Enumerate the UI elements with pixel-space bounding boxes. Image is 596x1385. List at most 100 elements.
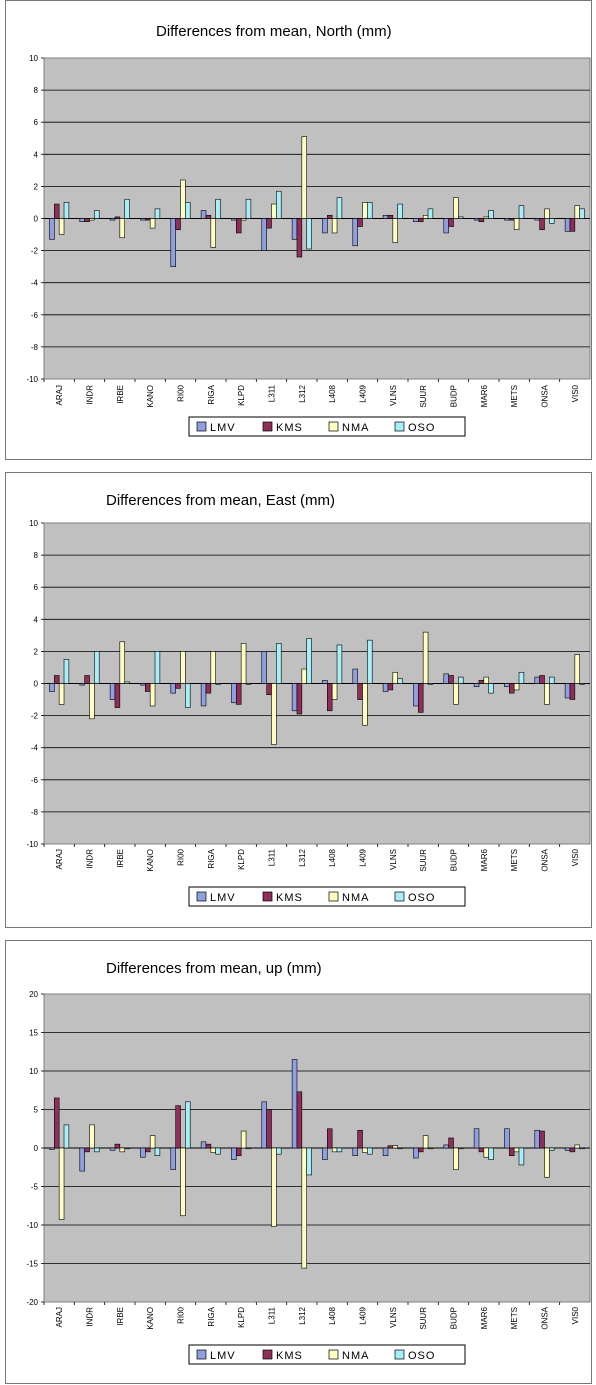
east-bar-kms [114, 683, 121, 708]
up-legend-label-lmv: LMV [210, 1350, 236, 1362]
east-category-label: SUUR [419, 849, 428, 872]
north-chart-panel: Differences from mean, North (mm) 10 8 6 4 2 0… [5, 0, 592, 460]
east-category-label: MAR6 [480, 848, 489, 871]
east-bar-nma [544, 683, 550, 705]
north-bar-lmv [534, 218, 540, 221]
north-bar-oso [579, 208, 585, 219]
up-bar-lmv [170, 1147, 176, 1170]
north-category-label: RIGA [207, 384, 216, 404]
up-bar-lmv [534, 1129, 540, 1149]
up-bar-kms [236, 1147, 242, 1156]
north-bar-lmv [291, 218, 298, 240]
up-bar-oso [488, 1147, 494, 1160]
up-bar-oso [185, 1101, 191, 1149]
up-legend: LMV KMS NMA OSO [188, 1344, 466, 1365]
east-y-tick-label: 4 [34, 615, 39, 624]
east-category-label: METS [510, 849, 519, 871]
north-bar-kms [175, 218, 181, 231]
up-bar-oso [397, 1147, 403, 1150]
up-bar-nma [513, 1147, 520, 1153]
east-category-label: VIS0 [571, 848, 580, 866]
north-y-tick-label: 6 [34, 118, 39, 127]
up-category-label: INDR [86, 1307, 95, 1327]
north-y-tick-label: -2 [31, 247, 39, 256]
up-category-label: ONSA [541, 1306, 550, 1329]
north-category-label: ARAJ [55, 385, 64, 405]
east-bar-oso [276, 643, 282, 684]
east-bar-nma [210, 651, 216, 684]
north-category-label: VLNS [389, 385, 398, 406]
up-category-label: BUDP [450, 1307, 459, 1329]
north-bar-lmv [140, 218, 146, 221]
north-category-label: KLPD [237, 385, 246, 406]
north-category-label: METS [510, 385, 519, 407]
north-bar-kms [296, 218, 303, 258]
north-bar-oso [185, 202, 191, 219]
up-category-label: VLNS [389, 1307, 398, 1328]
up-bar-oso [276, 1147, 282, 1155]
north-bar-nma [574, 205, 580, 219]
north-bar-kms [569, 218, 576, 232]
east-bar-lmv [564, 683, 571, 699]
east-bar-nma [180, 651, 186, 684]
up-bar-nma [392, 1145, 398, 1149]
up-category-label: L409 [359, 1306, 368, 1324]
north-bar-nma [271, 203, 277, 219]
north-bar-oso [397, 203, 403, 219]
north-bar-kms [448, 218, 454, 227]
north-bar-oso [245, 198, 252, 219]
east-bar-kms [478, 679, 485, 684]
east-bar-lmv [413, 683, 419, 707]
east-category-label: RIGA [207, 848, 216, 868]
east-bar-oso [488, 683, 494, 694]
north-bar-lmv [564, 218, 571, 232]
east-category-label: ARAJ [55, 849, 64, 869]
north-bar-kms [418, 218, 424, 223]
east-bar-kms [569, 683, 576, 700]
up-bar-kms [175, 1105, 181, 1149]
up-bar-lmv [504, 1128, 510, 1149]
east-bar-nma [271, 683, 277, 745]
north-bar-nma [513, 218, 520, 231]
north-bar-nma [544, 208, 550, 219]
up-y-tick-label: -5 [31, 1183, 39, 1192]
up-bar-nma [210, 1147, 216, 1153]
up-bar-kms [84, 1147, 90, 1153]
north-bar-lmv [443, 218, 449, 234]
east-bar-nma [58, 683, 65, 705]
up-y-tick-label: 15 [29, 1029, 38, 1038]
east-bar-nma [422, 631, 429, 684]
up-legend-swatch-oso [394, 1349, 405, 1360]
north-bar-lmv [79, 218, 85, 223]
up-bar-lmv [291, 1059, 298, 1149]
east-y-tick-label: 10 [29, 519, 38, 528]
up-bar-kms [327, 1128, 333, 1149]
east-bar-oso [458, 676, 464, 684]
north-category-label: ONSA [541, 384, 550, 407]
up-bar-lmv [322, 1147, 328, 1160]
up-bar-nma [149, 1135, 156, 1149]
up-bar-oso [427, 1147, 434, 1150]
east-category-label: L312 [298, 848, 307, 866]
up-bar-nma [453, 1147, 459, 1170]
up-bar-nma [331, 1147, 338, 1153]
east-bar-kms [327, 683, 333, 712]
up-y-tick-label: -15 [26, 1260, 38, 1269]
east-category-label: L408 [328, 848, 337, 866]
up-bar-oso [518, 1147, 525, 1166]
east-bar-lmv [473, 683, 480, 688]
east-category-label: VLNS [389, 849, 398, 870]
up-bar-kms [266, 1109, 272, 1149]
north-bar-nma [89, 218, 95, 221]
north-y-tick-label: -6 [31, 311, 39, 320]
up-y-tick-label: 0 [34, 1144, 39, 1153]
east-chart-panel: Differences from mean, East (mm) 10 8 6 4 2 0 -… [5, 472, 592, 928]
east-bar-kms [84, 675, 90, 684]
up-bar-nma [119, 1147, 125, 1153]
east-legend-label-nma: NMA [342, 892, 369, 904]
north-bar-oso [63, 202, 70, 219]
north-bar-lmv [382, 214, 389, 219]
north-category-label: RI00 [177, 384, 186, 401]
east-category-label: RI00 [177, 848, 186, 865]
east-bar-nma [362, 683, 368, 726]
